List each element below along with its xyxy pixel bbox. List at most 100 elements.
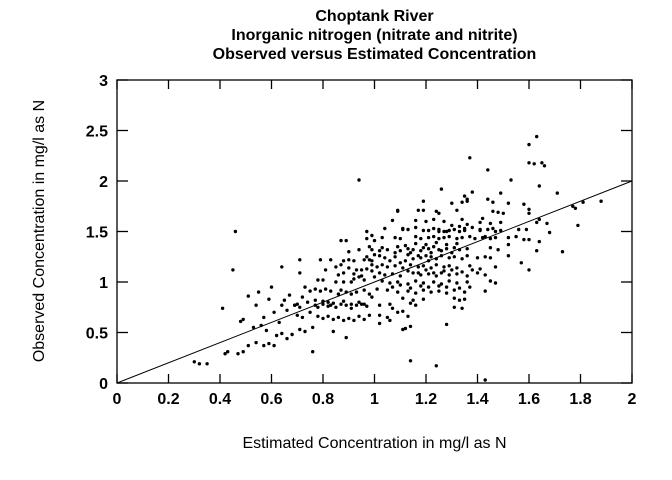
- data-point: [444, 247, 449, 251]
- data-point: [347, 266, 351, 270]
- data-point: [238, 319, 243, 324]
- x-tick-label: 1.8: [569, 391, 591, 408]
- data-point: [496, 210, 500, 214]
- data-point: [246, 343, 250, 348]
- data-point: [321, 278, 325, 282]
- data-point: [406, 282, 410, 286]
- data-point: [339, 288, 343, 292]
- data-point: [447, 279, 451, 283]
- data-point: [259, 323, 263, 328]
- data-point: [414, 241, 418, 246]
- data-point: [460, 257, 464, 261]
- data-point: [334, 265, 338, 269]
- data-point: [460, 270, 464, 274]
- data-point: [388, 281, 392, 285]
- data-point: [341, 318, 346, 323]
- data-point: [380, 235, 384, 240]
- data-point: [499, 220, 503, 225]
- data-point: [460, 200, 464, 204]
- data-point: [437, 229, 441, 234]
- data-point: [434, 209, 438, 213]
- data-point: [444, 229, 449, 234]
- data-point: [447, 228, 451, 233]
- data-point: [370, 269, 374, 273]
- plot-frame: [116, 79, 633, 384]
- data-point: [223, 352, 227, 356]
- data-point: [365, 304, 369, 308]
- data-point: [393, 235, 397, 240]
- data-point: [434, 263, 438, 267]
- data-point: [421, 281, 426, 285]
- data-point: [483, 234, 487, 239]
- data-point: [414, 279, 418, 283]
- data-point: [375, 265, 379, 269]
- data-point: [457, 229, 462, 234]
- data-point: [359, 268, 364, 272]
- data-point: [267, 297, 271, 301]
- data-point: [486, 227, 490, 232]
- data-point: [421, 297, 426, 301]
- data-point: [269, 285, 274, 289]
- data-point: [483, 378, 487, 382]
- data-point: [326, 304, 330, 308]
- data-point: [329, 289, 333, 293]
- data-point: [478, 267, 482, 271]
- data-point: [339, 302, 343, 306]
- data-point: [313, 303, 317, 307]
- data-point: [357, 275, 361, 279]
- data-point: [305, 300, 310, 304]
- data-point: [390, 218, 395, 223]
- data-point: [298, 271, 302, 275]
- x-tick-label: 2: [628, 391, 637, 408]
- data-point: [468, 156, 472, 160]
- data-point: [336, 315, 341, 320]
- data-point: [483, 273, 487, 277]
- data-point: [442, 219, 446, 224]
- data-point: [393, 264, 397, 268]
- data-point: [452, 227, 456, 232]
- data-point: [470, 190, 474, 194]
- data-point: [537, 217, 541, 222]
- data-point: [398, 249, 402, 253]
- data-point: [347, 250, 351, 254]
- data-point: [341, 299, 346, 303]
- data-point: [362, 258, 366, 262]
- x-tick-label: 0.6: [260, 391, 282, 408]
- data-point: [287, 293, 292, 297]
- data-point: [401, 309, 405, 313]
- chart-title-line-2: Inorganic nitrogen (nitrate and nitrite): [231, 27, 518, 44]
- data-point: [452, 305, 456, 309]
- data-point: [414, 218, 418, 223]
- data-point: [411, 248, 415, 252]
- data-point: [311, 325, 315, 330]
- y-tick-label: 3: [99, 73, 108, 90]
- data-point: [316, 305, 320, 309]
- data-point: [424, 219, 428, 224]
- data-point: [527, 142, 531, 147]
- data-point: [496, 248, 500, 252]
- data-point: [493, 235, 498, 240]
- data-point: [267, 341, 271, 346]
- data-point: [406, 269, 410, 273]
- data-point: [421, 246, 426, 250]
- data-point: [336, 292, 341, 296]
- data-point: [581, 200, 585, 204]
- data-point: [349, 306, 353, 310]
- y-tick-label: 0: [99, 376, 108, 393]
- data-point: [439, 254, 444, 258]
- data-point: [329, 258, 333, 262]
- data-point: [372, 238, 377, 243]
- data-point: [254, 340, 258, 345]
- data-point: [390, 306, 395, 310]
- data-point: [377, 249, 382, 253]
- data-point: [447, 256, 451, 260]
- data-point: [388, 318, 392, 323]
- data-point: [323, 268, 328, 272]
- data-point: [329, 303, 333, 307]
- data-point: [385, 265, 390, 269]
- data-point: [347, 316, 351, 321]
- data-point: [491, 226, 495, 231]
- data-point: [439, 249, 444, 253]
- data-point: [434, 240, 438, 245]
